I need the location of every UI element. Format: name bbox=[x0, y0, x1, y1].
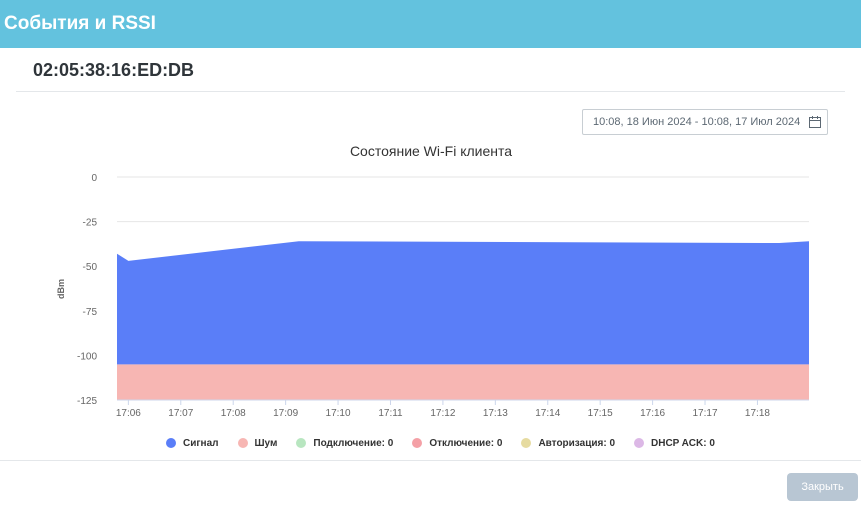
x-tick-label: 17:10 bbox=[326, 408, 351, 419]
legend-item[interactable]: Отключение: 0 bbox=[412, 438, 502, 449]
legend-item[interactable]: Подключение: 0 bbox=[296, 438, 393, 449]
x-tick-label: 17:16 bbox=[640, 408, 665, 419]
legend-marker bbox=[166, 438, 176, 448]
date-range-value: 10:08, 18 Июн 2024 - 10:08, 17 Июл 2024 bbox=[593, 116, 801, 128]
legend-marker bbox=[237, 438, 248, 448]
chart-axes: 0 -25 -50 -75 -100 -125 17:06 17:07 17:08 17:09 17… bbox=[77, 173, 809, 419]
y-tick-label: 0 bbox=[91, 173, 97, 184]
footer-divider bbox=[0, 460, 861, 461]
y-tick-label: -125 bbox=[77, 396, 97, 407]
x-tick-label: 17:12 bbox=[430, 408, 455, 419]
legend-marker bbox=[412, 438, 423, 448]
close-button[interactable]: Закрыть bbox=[787, 473, 858, 501]
x-tick-label: 17:13 bbox=[483, 408, 508, 419]
noise-area bbox=[117, 364, 809, 400]
x-tick-label: 17:09 bbox=[273, 408, 298, 419]
modal-title: События и RSSI bbox=[4, 13, 156, 34]
x-tick-label: 17:06 bbox=[116, 408, 141, 419]
divider bbox=[16, 91, 845, 92]
legend-item[interactable]: DHCP ACK: 0 bbox=[634, 438, 715, 449]
legend-item[interactable]: Авторизация: 0 bbox=[521, 438, 615, 449]
legend-label: Отключение: 0 bbox=[429, 437, 503, 449]
calendar-icon bbox=[809, 116, 821, 128]
x-tick-label: 17:08 bbox=[221, 408, 246, 419]
legend-marker bbox=[634, 438, 645, 448]
x-tick-label: 17:11 bbox=[378, 408, 403, 419]
legend-label: Авторизация: 0 bbox=[538, 437, 616, 449]
legend-item[interactable]: Сигнал bbox=[166, 438, 219, 449]
x-tick-label: 17:18 bbox=[745, 408, 770, 419]
x-tick-label: 17:15 bbox=[588, 408, 613, 419]
chart-legend: Сигнал Шум Подключение: 0 Отключение: 0 Авто… bbox=[166, 436, 734, 450]
legend-label: Сигнал bbox=[183, 437, 219, 449]
legend-item[interactable]: Шум bbox=[237, 437, 278, 449]
y-tick-label: -100 bbox=[77, 351, 97, 362]
y-tick-label: -75 bbox=[83, 307, 98, 318]
x-tick-label: 17:14 bbox=[535, 408, 560, 419]
modal-header: События и RSSI bbox=[0, 0, 861, 48]
device-mac-address: 02:05:38:16:ED:DB bbox=[33, 60, 195, 80]
legend-label: Шум bbox=[254, 437, 278, 449]
chart-series bbox=[117, 241, 809, 400]
y-tick-label: -50 bbox=[83, 262, 98, 273]
chart-title: Состояние Wi-Fi клиента bbox=[350, 143, 512, 159]
x-tick-label: 17:17 bbox=[693, 408, 718, 419]
legend-label: DHCP ACK: 0 bbox=[651, 437, 715, 449]
legend-label: Подключение: 0 bbox=[313, 437, 394, 449]
legend-marker bbox=[296, 438, 307, 448]
wifi-client-chart: Состояние Wi-Fi клиента 0 -25 -50 -75 -100 -1… bbox=[56, 143, 809, 419]
signal-area bbox=[117, 241, 809, 365]
date-range-picker[interactable]: 10:08, 18 Июн 2024 - 10:08, 17 Июл 2024 bbox=[582, 109, 828, 135]
x-tick-label: 17:07 bbox=[168, 408, 193, 419]
y-axis-title: dBm bbox=[56, 279, 66, 299]
y-tick-label: -25 bbox=[83, 218, 98, 229]
legend-marker bbox=[521, 438, 532, 448]
